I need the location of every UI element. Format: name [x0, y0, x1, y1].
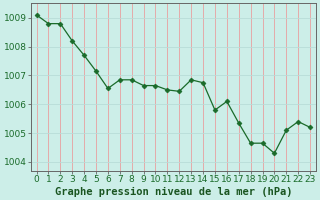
X-axis label: Graphe pression niveau de la mer (hPa): Graphe pression niveau de la mer (hPa): [55, 186, 292, 197]
